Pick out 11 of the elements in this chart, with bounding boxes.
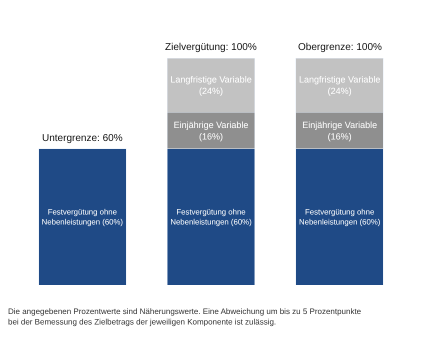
total-label: Zielvergütung: 100% xyxy=(165,42,257,53)
total-label: Untergrenze: 60% xyxy=(42,133,123,144)
data-label: Festvergütung ohne Nebenleistungen (60%) xyxy=(42,207,124,227)
data-label: Einjährige Variable (16%) xyxy=(302,120,378,142)
data-label: Langfristige Variable (24%) xyxy=(298,74,380,96)
data-label: Festvergütung ohne Nebenleistungen (60%) xyxy=(299,207,381,227)
data-label: Einjährige Variable (16%) xyxy=(174,120,248,142)
data-label: Langfristige Variable (24%) xyxy=(170,74,252,96)
text: Die angegebenen Prozentwerte sind Näherungswerte. Eine Abweichung um bis zu 5 Prozentpunkte bei der Bemessung des Zielbetrags der jeweiligen Komponente ist zulässig. xyxy=(8,307,362,326)
total-label: Obergrenze: 100% xyxy=(298,42,382,53)
data-label: Festvergütung ohne Nebenleistungen (60%) xyxy=(170,207,252,227)
